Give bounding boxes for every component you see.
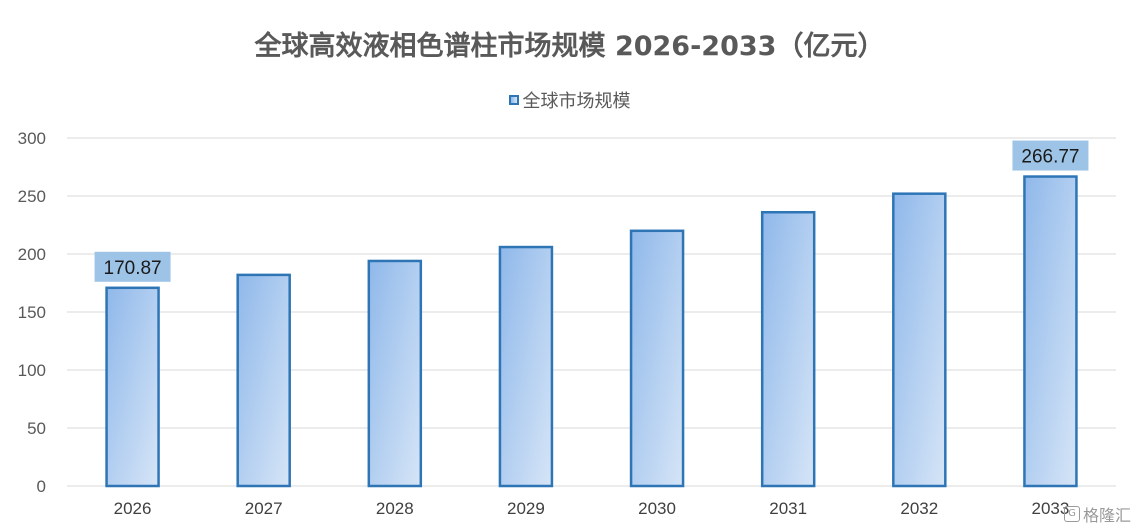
bar-2026 <box>105 286 160 488</box>
x-tick-label: 2030 <box>638 499 676 518</box>
x-tick-label: 2033 <box>1032 499 1070 518</box>
y-tick-label: 200 <box>18 245 46 264</box>
x-tick-label: 2031 <box>769 499 807 518</box>
bar-2032 <box>892 192 947 488</box>
y-tick-label: 100 <box>18 361 46 380</box>
x-tick-label: 2028 <box>376 499 414 518</box>
watermark-text: 格隆汇 <box>1082 506 1131 525</box>
y-tick-label: 0 <box>37 477 46 496</box>
x-tick-label: 2032 <box>900 499 938 518</box>
legend: 全球市场规模 <box>0 87 1139 113</box>
data-label-2026: 170.87 <box>104 258 162 279</box>
y-tick-label: 50 <box>27 419 46 438</box>
gelonghui-logo-icon: G <box>1063 506 1080 522</box>
y-tick-label: 300 <box>18 129 46 148</box>
bar-2031 <box>760 210 816 488</box>
x-tick-label: 2027 <box>245 499 283 518</box>
watermark: G 格隆汇 <box>1063 502 1131 526</box>
data-label-box <box>94 251 171 282</box>
x-tick-label: 2026 <box>114 499 152 518</box>
chart-title: 全球高效液相色谱柱市场规模 2026-2033（亿元） <box>254 31 885 62</box>
bar-2028 <box>367 259 423 488</box>
bar-2027 <box>236 273 291 488</box>
bar-2030 <box>629 229 685 488</box>
bar-2033 <box>1023 175 1078 488</box>
y-tick-label: 250 <box>18 187 46 206</box>
legend-swatch-icon <box>508 95 519 105</box>
bar-2029 <box>498 245 554 488</box>
y-tick-label: 150 <box>18 303 46 322</box>
data-label-box <box>1012 140 1089 171</box>
legend-label: 全球市场规模 <box>522 91 631 112</box>
x-tick-label: 2029 <box>507 499 545 518</box>
data-label-2033: 266.77 <box>1021 147 1079 168</box>
